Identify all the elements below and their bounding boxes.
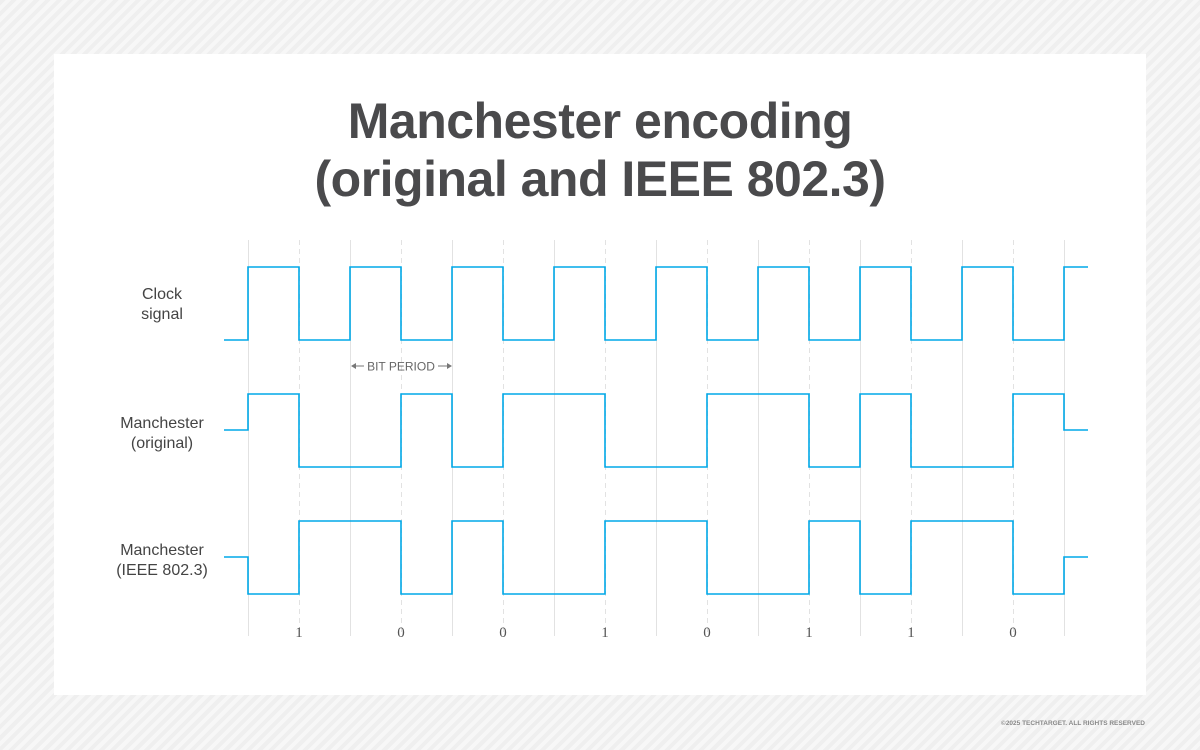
clock-signal-wave — [224, 266, 1088, 341]
bit-value-label: 0 — [499, 625, 507, 641]
label-line: Clock — [141, 286, 182, 303]
bit-value-label: 0 — [397, 625, 405, 641]
label-line: Manchester — [120, 542, 204, 559]
label-line: signal — [141, 306, 183, 323]
manchester-original-wave — [224, 393, 1088, 468]
diagram-title: Manchester encoding (original and IEEE 8… — [0, 92, 1200, 208]
diagram-card — [54, 54, 1146, 695]
bit-value-label: 1 — [907, 625, 915, 641]
bit-period-label: BIT PERIOD — [367, 360, 435, 374]
manchester-ieee-label: Manchester (IEEE 802.3) — [82, 541, 242, 581]
bit-value-label: 0 — [1009, 625, 1017, 641]
manchester-original-label: Manchester (original) — [82, 414, 242, 454]
bit-value-label: 1 — [805, 625, 813, 641]
label-line: (IEEE 802.3) — [116, 562, 208, 579]
copyright: ©2025 TECHTARGET. ALL RIGHTS RESERVED — [1001, 720, 1145, 727]
bit-period-annotation: BIT PERIOD — [351, 360, 452, 374]
title-line-1: Manchester encoding — [347, 93, 853, 149]
bit-value-label: 1 — [295, 625, 303, 641]
bit-value-label: 0 — [703, 625, 711, 641]
arrow-right-icon — [447, 363, 452, 369]
title-line-2: (original and IEEE 802.3) — [314, 151, 887, 207]
bit-value-label: 1 — [601, 625, 609, 641]
clock-signal-label: Clock signal — [82, 285, 242, 325]
manchester-ieee-wave — [224, 520, 1088, 595]
arrow-left-icon — [351, 363, 356, 369]
label-line: (original) — [130, 435, 194, 452]
label-line: Manchester — [120, 415, 204, 432]
